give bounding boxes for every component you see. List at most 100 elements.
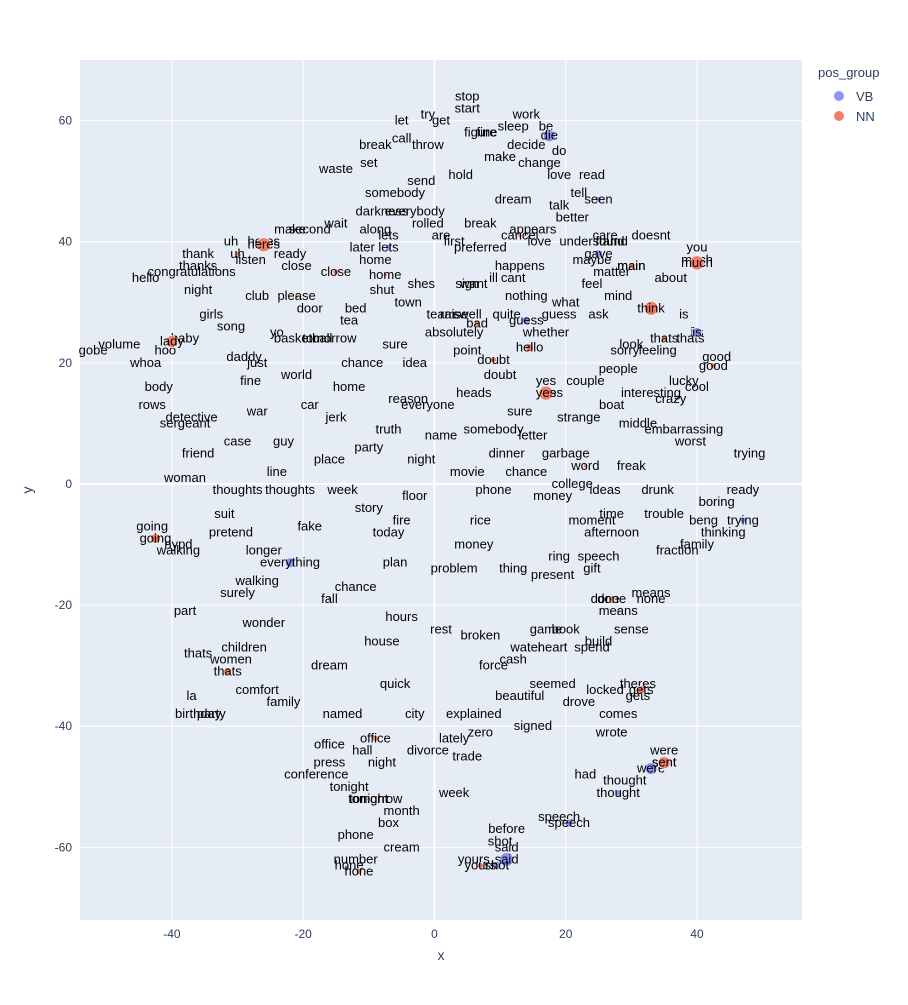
point-label: much: [681, 255, 713, 270]
data-point-nn[interactable]: [636, 685, 646, 695]
word-label: nypd: [164, 537, 192, 552]
data-point-vb[interactable]: [691, 327, 703, 338]
word-label: fake: [297, 518, 322, 533]
point-label: word: [570, 458, 599, 473]
legend-item-nn[interactable]: NN: [834, 106, 879, 126]
data-point-vb[interactable]: [522, 316, 531, 325]
data-point-nn[interactable]: [372, 735, 379, 742]
legend-label-vb: VB: [856, 88, 874, 104]
word-label: story: [355, 500, 384, 515]
data-point-vb[interactable]: [739, 516, 747, 524]
data-point-nn[interactable]: [355, 868, 363, 875]
word-label: present: [531, 567, 575, 582]
point-label: lady: [160, 334, 184, 349]
word-label: letter: [518, 427, 548, 442]
data-point-nn[interactable]: [473, 320, 481, 327]
word-label: boring: [699, 494, 735, 509]
data-point-nn[interactable]: [583, 463, 588, 469]
word-label: jerk: [325, 409, 347, 424]
data-point-vb[interactable]: [497, 154, 503, 160]
data-point-vb[interactable]: [594, 249, 603, 259]
data-point-nn[interactable]: [710, 362, 717, 370]
point-label: guess: [509, 312, 544, 327]
word-label: feel: [581, 276, 602, 291]
point-label: make: [484, 149, 516, 164]
point-label: good: [699, 358, 728, 373]
data-point-nn[interactable]: [235, 251, 240, 257]
word-label: dream: [311, 658, 348, 673]
word-label: garbage: [542, 446, 590, 461]
axis-ticks: -40 -20 0 20 40 -60 -40 -20 0 20 40 60: [55, 114, 704, 941]
data-point-vb[interactable]: [644, 762, 658, 775]
data-point-vb[interactable]: [327, 596, 332, 602]
word-label: make: [274, 222, 306, 237]
data-point-nn[interactable]: [525, 343, 534, 352]
data-point-nn[interactable]: [490, 356, 497, 364]
word-label: phone: [338, 827, 374, 842]
data-point-nn[interactable]: [643, 301, 659, 316]
word-label: listen: [235, 252, 265, 267]
word-label: along: [359, 222, 391, 237]
data-point-nn[interactable]: [332, 268, 340, 276]
word-label: darkness: [356, 203, 409, 218]
word-label: thinking: [701, 524, 746, 539]
point-label: lets: [378, 240, 399, 255]
word-label: quick: [380, 676, 411, 691]
data-point-vb[interactable]: [499, 852, 514, 867]
data-point-nn[interactable]: [657, 756, 671, 769]
data-point-vb[interactable]: [615, 608, 621, 614]
point-label: yours: [464, 857, 496, 872]
data-point-nn[interactable]: [150, 533, 161, 544]
word-label: case: [224, 434, 251, 449]
word-label: home: [333, 379, 366, 394]
data-point-nn[interactable]: [628, 262, 635, 270]
word-label: detective: [166, 409, 218, 424]
word-label: fine: [240, 373, 261, 388]
word-label: money: [454, 537, 494, 552]
word-label: town: [394, 294, 421, 309]
legend-marker-nn: [834, 111, 844, 121]
data-point-nn[interactable]: [366, 796, 372, 802]
word-label: phone: [475, 482, 511, 497]
data-point-nn[interactable]: [294, 293, 299, 299]
data-point-nn[interactable]: [660, 335, 668, 342]
word-label: done: [591, 591, 620, 606]
word-label: waste: [318, 161, 353, 176]
word-label: named: [323, 706, 363, 721]
data-point-vb[interactable]: [542, 129, 556, 143]
word-label: couple: [566, 373, 604, 388]
data-point-nn[interactable]: [608, 595, 615, 603]
data-point-vb[interactable]: [385, 244, 392, 252]
data-point-vb[interactable]: [492, 861, 502, 870]
data-point-nn[interactable]: [165, 335, 179, 348]
word-label: chance: [505, 464, 547, 479]
data-point-nn[interactable]: [517, 233, 523, 238]
data-point-nn[interactable]: [382, 272, 388, 278]
word-label: ask: [588, 306, 609, 321]
point-label: means: [599, 603, 639, 618]
word-label: change: [518, 155, 561, 170]
data-point-vb[interactable]: [564, 818, 574, 828]
data-point-vb[interactable]: [614, 789, 622, 797]
data-point-nn[interactable]: [477, 862, 484, 869]
word-label: thought: [603, 773, 647, 788]
data-point-nn[interactable]: [689, 255, 705, 271]
data-point-vb[interactable]: [595, 195, 602, 203]
word-label: car: [301, 397, 320, 412]
data-point-nn[interactable]: [256, 237, 272, 253]
data-point-vb[interactable]: [284, 557, 296, 568]
point-label: office: [360, 730, 391, 745]
data-point-nn[interactable]: [538, 385, 554, 401]
word-label: lets: [378, 228, 399, 243]
word-label: wait: [323, 216, 348, 231]
data-point-nn[interactable]: [223, 667, 232, 676]
word-label: worst: [674, 434, 706, 449]
point-label: heres: [248, 237, 281, 252]
x-tick-label: -40: [163, 927, 181, 941]
x-tick-label: -20: [294, 927, 312, 941]
word-label: beautiful: [495, 688, 544, 703]
word-label: plan: [383, 555, 408, 570]
legend-item-vb[interactable]: VB: [834, 86, 879, 106]
word-label: afternoon: [584, 524, 639, 539]
legend-label-nn: NN: [856, 108, 875, 124]
